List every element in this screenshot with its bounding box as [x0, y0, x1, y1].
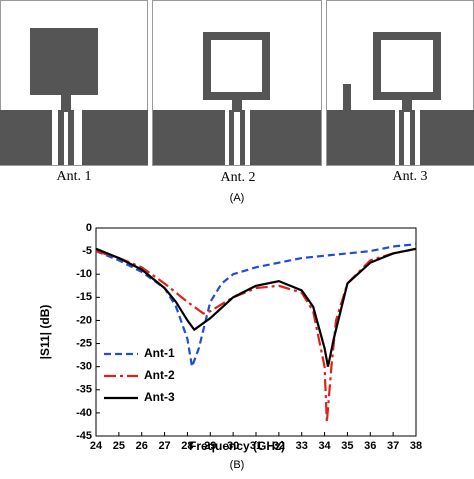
panel-caption: (A) — [230, 192, 245, 204]
x-tick-label: 37 — [387, 440, 399, 452]
x-tick-label: 29 — [204, 440, 216, 452]
chart-caption: (B) — [230, 459, 245, 471]
x-tick-label: 35 — [341, 440, 353, 452]
x-tick-label: 27 — [158, 440, 170, 452]
y-tick-label: -40 — [76, 407, 92, 419]
antenna-panels — [0, 0, 474, 166]
y-tick-label: -15 — [76, 291, 92, 303]
antenna-label: Ant. 1 — [57, 169, 92, 184]
y-tick-label: -45 — [76, 430, 92, 442]
x-tick-label: 24 — [90, 440, 103, 452]
x-tick-label: 36 — [364, 440, 376, 452]
plot-frame — [95, 227, 417, 437]
y-axis-label: |S11| (dB) — [38, 305, 52, 360]
legend-label: Ant-3 — [144, 390, 175, 404]
legend-label: Ant-2 — [144, 368, 175, 382]
series-line — [95, 247, 417, 367]
x-tick-label: 28 — [181, 440, 193, 452]
x-tick-label: 33 — [296, 440, 308, 452]
y-tick-label: -30 — [76, 361, 92, 373]
x-tick-label: 25 — [113, 440, 125, 452]
x-tick-label: 38 — [410, 440, 422, 452]
x-tick-label: 30 — [227, 440, 239, 452]
y-tick-label: -20 — [76, 314, 92, 326]
x-tick-label: 31 — [250, 440, 262, 452]
y-tick-label: -10 — [76, 268, 92, 280]
y-tick-label: 0 — [86, 222, 92, 234]
y-tick-label: -5 — [82, 245, 92, 257]
x-tick-label: 32 — [273, 440, 285, 452]
x-axis-label: Frequency (GHz) — [189, 439, 285, 453]
y-tick-label: -25 — [76, 337, 92, 349]
antenna-label: Ant. 2 — [221, 170, 256, 185]
x-tick-label: 34 — [318, 440, 331, 452]
y-tick-label: -35 — [76, 384, 92, 396]
antenna-label: Ant. 3 — [393, 169, 428, 184]
legend-label: Ant-1 — [144, 346, 175, 360]
x-tick-label: 26 — [136, 440, 148, 452]
